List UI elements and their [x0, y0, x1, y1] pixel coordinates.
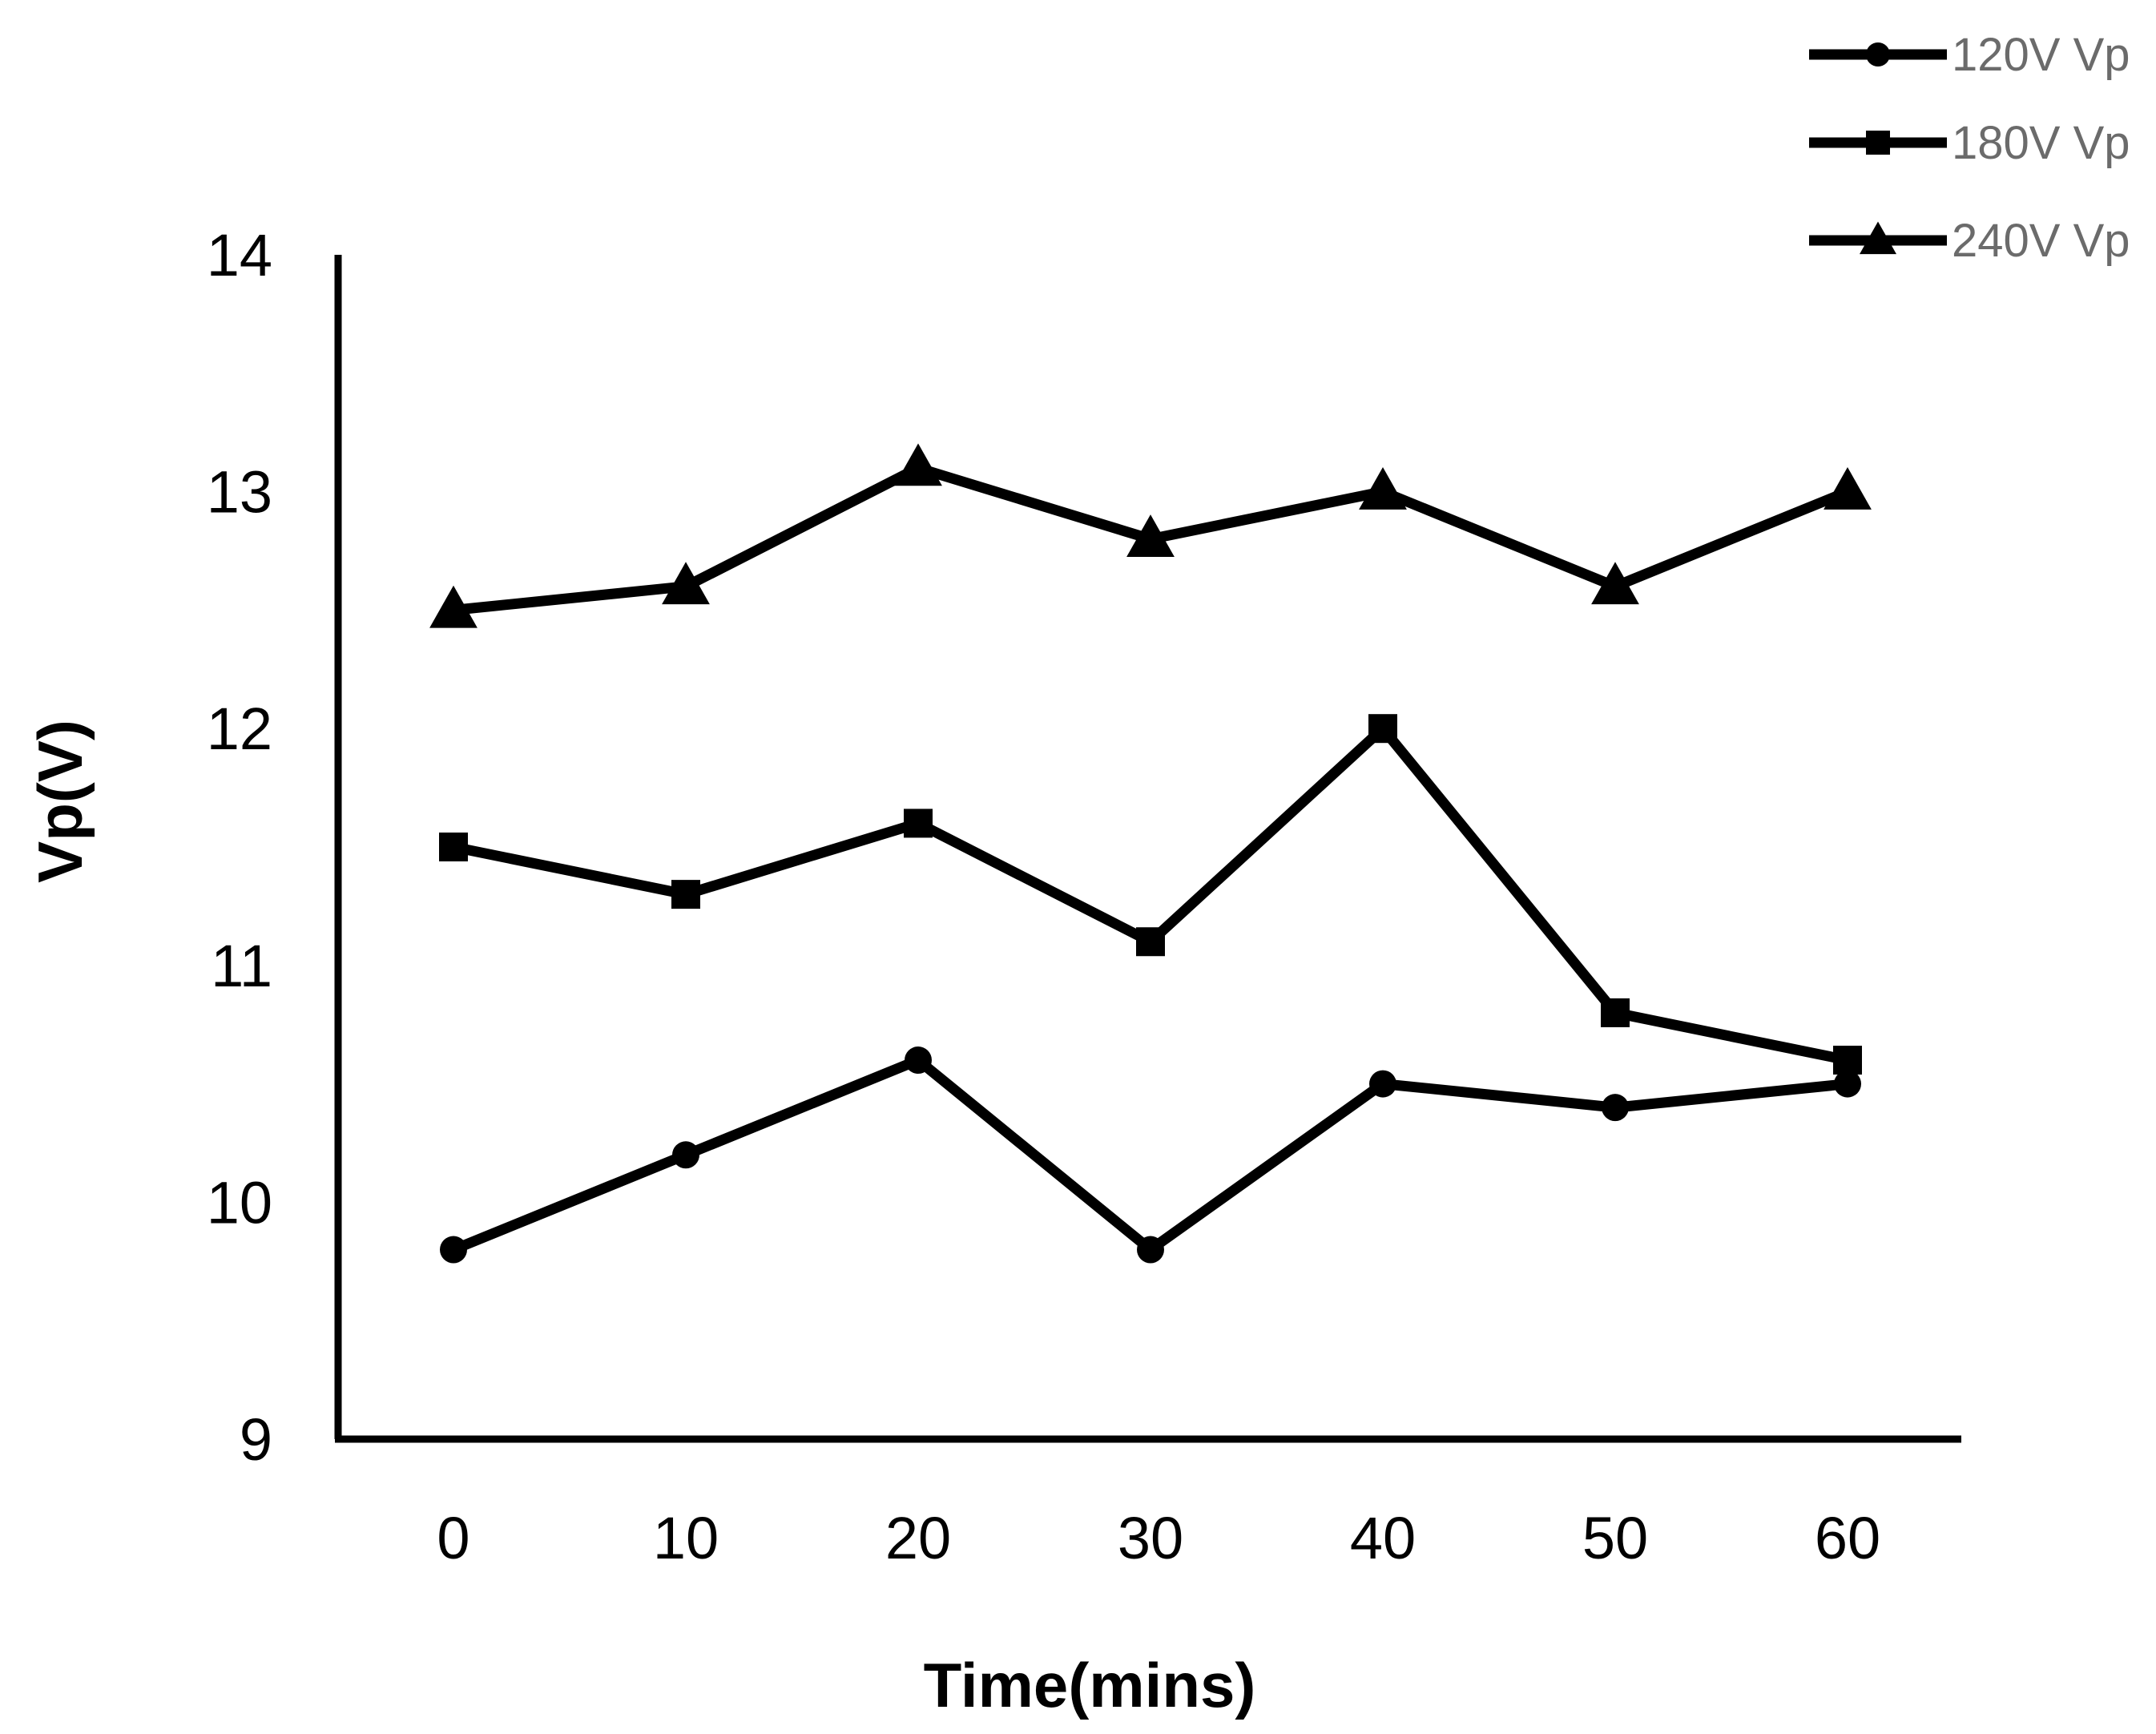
data-point-square — [1136, 927, 1165, 957]
legend: 120V Vp 180V Vp 240V Vp — [1809, 29, 2130, 267]
data-point-circle — [1834, 1070, 1861, 1098]
series-line — [452, 723, 1849, 1066]
data-point-square — [671, 880, 700, 909]
legend-entry: 180V Vp — [1809, 117, 2130, 169]
series-circle — [440, 1046, 1861, 1264]
data-point-triangle — [429, 585, 478, 628]
y-tick-label: 11 — [211, 933, 272, 999]
y-tick-label: 9 — [240, 1406, 272, 1473]
x-axis-title: Time(mins) — [924, 1650, 1256, 1720]
legend-label: 180V Vp — [1952, 117, 2130, 169]
legend-label: 120V Vp — [1952, 29, 2130, 81]
data-point-square — [1601, 998, 1630, 1027]
y-tick-label: 14 — [207, 222, 272, 288]
data-point-circle — [1602, 1094, 1629, 1122]
x-tick-label: 30 — [1118, 1505, 1183, 1571]
series-layer — [429, 443, 1872, 1264]
data-point-circle — [1137, 1236, 1164, 1264]
series-line — [451, 1055, 1848, 1256]
x-tick-label: 20 — [885, 1505, 951, 1571]
chart-axes — [334, 255, 1961, 1443]
data-point-triangle — [1126, 514, 1175, 557]
legend-entry: 120V Vp — [1809, 29, 2130, 81]
legend-entry: 240V Vp — [1809, 215, 2130, 267]
data-point-square — [439, 833, 468, 861]
data-point-triangle — [1591, 562, 1639, 605]
data-point-triangle — [662, 562, 710, 605]
y-axis-title: Vp(V) — [25, 720, 95, 883]
x-tick-label: 60 — [1815, 1505, 1880, 1571]
y-tick-label: 10 — [207, 1169, 272, 1236]
x-tick-label: 10 — [653, 1505, 719, 1571]
legend-marker-square — [1866, 131, 1890, 155]
x-tick-label: 50 — [1582, 1505, 1648, 1571]
data-point-square — [904, 809, 933, 838]
data-point-square — [1368, 714, 1397, 744]
data-point-square — [1833, 1046, 1862, 1075]
y-tick-label: 12 — [207, 696, 272, 762]
data-point-circle — [1369, 1070, 1396, 1098]
data-point-triangle — [894, 443, 942, 486]
series-square — [439, 714, 1862, 1075]
legend-marker-triangle — [1860, 221, 1896, 255]
y-tick-label: 13 — [207, 459, 272, 526]
legend-marker-circle — [1866, 42, 1890, 67]
x-tick-label: 40 — [1350, 1505, 1416, 1571]
data-point-triangle — [1824, 466, 1872, 510]
x-tick-label: 0 — [437, 1505, 469, 1571]
x-tick-labels: 0 10 20 30 40 50 60 — [437, 1505, 1880, 1571]
data-point-circle — [440, 1236, 467, 1264]
data-point-circle — [905, 1046, 932, 1075]
legend-label: 240V Vp — [1952, 215, 2130, 267]
data-point-circle — [672, 1141, 699, 1169]
data-point-triangle — [1359, 466, 1407, 510]
series-triangle — [429, 443, 1872, 628]
y-tick-labels: 9 10 11 12 13 14 — [207, 222, 272, 1473]
